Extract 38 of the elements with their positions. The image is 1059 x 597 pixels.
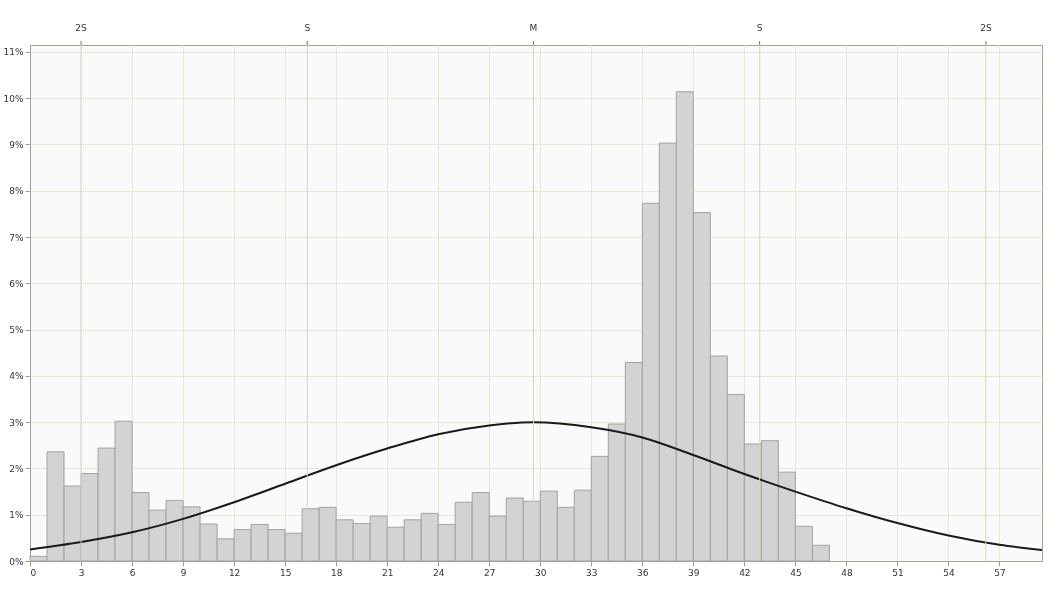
ref-line-label: M (529, 23, 538, 33)
x-tick-label: 57 (994, 567, 1006, 578)
ref-line-label: 2S (980, 23, 992, 33)
y-tick-label: 3% (9, 417, 24, 428)
x-tick-label: 6 (129, 567, 136, 578)
y-tick-label: 7% (9, 232, 24, 243)
x-tick-label: 18 (330, 567, 343, 578)
y-tick-label: 8% (9, 186, 24, 197)
x-tick-label: 51 (892, 567, 904, 578)
x-tick-label: 24 (432, 567, 445, 578)
x-tick-label: 3 (78, 567, 85, 578)
x-tick-label: 54 (943, 567, 955, 578)
x-tick-label: 42 (739, 567, 751, 578)
x-tick-label: 15 (279, 567, 292, 578)
y-tick-label: 10% (3, 93, 24, 104)
x-tick-label: 12 (228, 567, 241, 578)
y-tick-label: 1% (9, 510, 24, 521)
ref-line-label: S (304, 23, 311, 33)
x-tick-label: 48 (841, 567, 853, 578)
y-tick-label: 2% (9, 463, 24, 474)
x-tick-label: 45 (790, 567, 802, 578)
y-tick-label: 6% (9, 278, 24, 289)
x-tick-label: 27 (484, 567, 496, 578)
y-tick-label: 5% (9, 325, 24, 336)
y-tick-label: 9% (9, 140, 24, 150)
y-tick-label: 4% (9, 371, 24, 382)
y-tick-label: 11% (3, 47, 24, 58)
y-tick-label: 0% (9, 556, 24, 567)
x-tick-label: 36 (637, 567, 649, 578)
x-tick-label: 21 (381, 567, 394, 578)
ref-line-label: S (756, 23, 763, 33)
x-tick-label: 33 (586, 567, 598, 578)
x-tick-label: 0 (30, 567, 37, 578)
x-tick-label: 9 (180, 567, 187, 578)
line-series (29, 421, 1043, 551)
ref-line-label: 2S (75, 23, 88, 33)
x-tick-label: 39 (688, 567, 700, 578)
x-tick-label: 30 (535, 567, 547, 578)
